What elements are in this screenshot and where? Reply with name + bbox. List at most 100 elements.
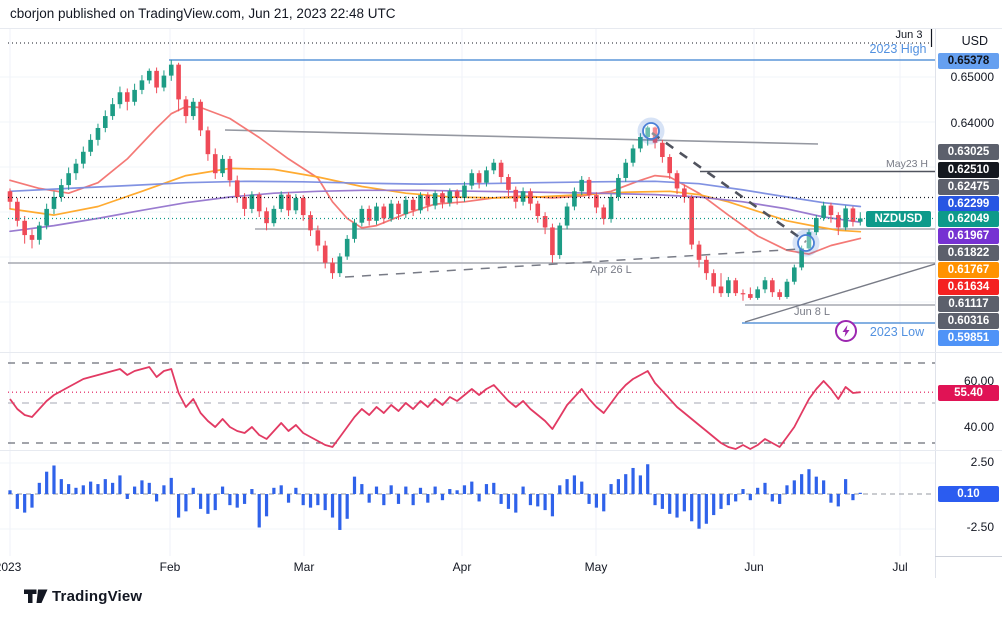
candle-body	[176, 64, 181, 100]
histogram-bar	[418, 487, 423, 494]
histogram-bar	[558, 485, 562, 494]
candle-body	[469, 173, 475, 186]
candle-body	[506, 177, 511, 190]
panel-separator-rsi[interactable]	[0, 352, 1002, 353]
price-chart-canvas[interactable]	[0, 28, 936, 578]
candle-body	[51, 196, 57, 209]
candle-body	[674, 173, 680, 189]
candle-body	[447, 191, 453, 203]
time-axis-label-mar[interactable]: Mar	[293, 560, 315, 574]
histogram-bar	[734, 494, 738, 502]
candle-body	[550, 227, 555, 256]
candle-body	[792, 267, 797, 282]
histogram-bar	[448, 489, 452, 494]
candle-body	[227, 158, 233, 181]
dashed-trendline[interactable]	[651, 131, 807, 244]
circle-marker[interactable]	[642, 122, 660, 140]
price-badge: 0.65378	[938, 53, 999, 69]
histogram-bar	[580, 481, 584, 494]
dashed-trendline[interactable]	[344, 248, 801, 278]
histogram-bar	[286, 494, 291, 503]
candle-body	[344, 238, 350, 257]
candle-body	[205, 130, 211, 155]
time-axis-label-jun[interactable]: Jun	[744, 560, 764, 574]
tradingview-logo-icon	[24, 589, 48, 603]
histogram-bar	[646, 464, 650, 494]
candle-body	[308, 215, 313, 231]
histogram-bar	[668, 494, 672, 514]
histogram-bar	[748, 494, 752, 501]
histogram-bar	[609, 484, 613, 494]
histogram-bar	[15, 494, 19, 509]
candle-body	[799, 248, 804, 268]
candle-body	[234, 180, 240, 197]
histogram-bar	[389, 485, 393, 494]
histogram-bar	[8, 490, 12, 494]
candle-body	[81, 151, 86, 164]
histogram-bar	[345, 494, 349, 519]
histogram-bar	[191, 487, 195, 494]
histogram-bar	[631, 467, 635, 494]
time-axis-label-jul[interactable]: Jul	[892, 560, 908, 574]
time-axis-label-feb[interactable]: Feb	[159, 560, 181, 574]
candle-body	[322, 245, 328, 263]
candle-body	[476, 173, 482, 183]
candle-body	[748, 294, 753, 298]
histogram-bar	[382, 494, 386, 506]
candle-body	[388, 203, 394, 219]
price-axis[interactable]: USD 0.65000 0.64000 60.00 40.00 2.50 -2.50 0.6…	[935, 28, 1002, 578]
histogram-bar	[198, 494, 203, 509]
time-axis-label-may[interactable]: May	[584, 560, 608, 574]
histogram-bar	[675, 494, 679, 518]
histogram-bar	[103, 479, 107, 494]
price-badge: 0.62049	[938, 211, 999, 227]
histogram-bar	[374, 486, 379, 494]
histogram-bar	[521, 486, 525, 494]
histogram-bar	[176, 494, 181, 518]
price-badge: 55.40	[938, 385, 999, 401]
circle-marker[interactable]	[797, 234, 815, 252]
histogram-bar	[426, 494, 430, 503]
histogram-bar	[162, 485, 166, 494]
candle-body	[29, 235, 35, 240]
candle-body	[352, 222, 357, 239]
trendline[interactable]	[744, 263, 936, 323]
price-badge: 0.62510	[938, 162, 999, 178]
histogram-bar	[822, 480, 826, 494]
histogram-bar	[506, 494, 511, 509]
trendline[interactable]	[224, 129, 819, 145]
price-badge: 0.10	[938, 486, 999, 502]
histogram-bar	[81, 485, 85, 494]
histogram-bar	[169, 477, 173, 494]
candle-body	[440, 193, 445, 203]
time-axis-label-apr[interactable]: Apr	[452, 560, 472, 574]
candle-body	[410, 199, 416, 211]
time-axis[interactable]: 2023 Feb Mar Apr May Jun Jul	[0, 556, 935, 578]
chart-svg[interactable]	[0, 28, 936, 578]
time-axis-label-2023[interactable]: 2023	[0, 560, 22, 574]
histogram-bar	[433, 486, 437, 494]
histogram-bar	[125, 494, 129, 499]
candle-body	[337, 256, 343, 274]
candle-body	[117, 92, 123, 105]
panel-separator-histogram[interactable]	[0, 450, 1002, 451]
price-badge: 0.62475	[938, 179, 999, 195]
histogram-bar	[858, 492, 862, 494]
circle-marker-halo	[637, 117, 665, 145]
histogram-bar	[23, 494, 27, 513]
histogram-bar	[338, 494, 342, 530]
histogram-bar	[690, 494, 694, 522]
candle-body	[183, 99, 189, 117]
price-badge: 0.61967	[938, 228, 999, 244]
candle-body	[806, 232, 812, 249]
histogram-bar	[118, 475, 122, 494]
candle-body	[542, 216, 548, 228]
symbol-price-label: NZDUSD	[866, 211, 931, 227]
candle-body	[242, 196, 247, 209]
histogram-bar	[550, 494, 555, 517]
histogram-bar	[697, 494, 701, 529]
ma-purple-line	[9, 189, 862, 233]
candle-body	[198, 101, 203, 131]
histogram-bar	[770, 494, 774, 502]
